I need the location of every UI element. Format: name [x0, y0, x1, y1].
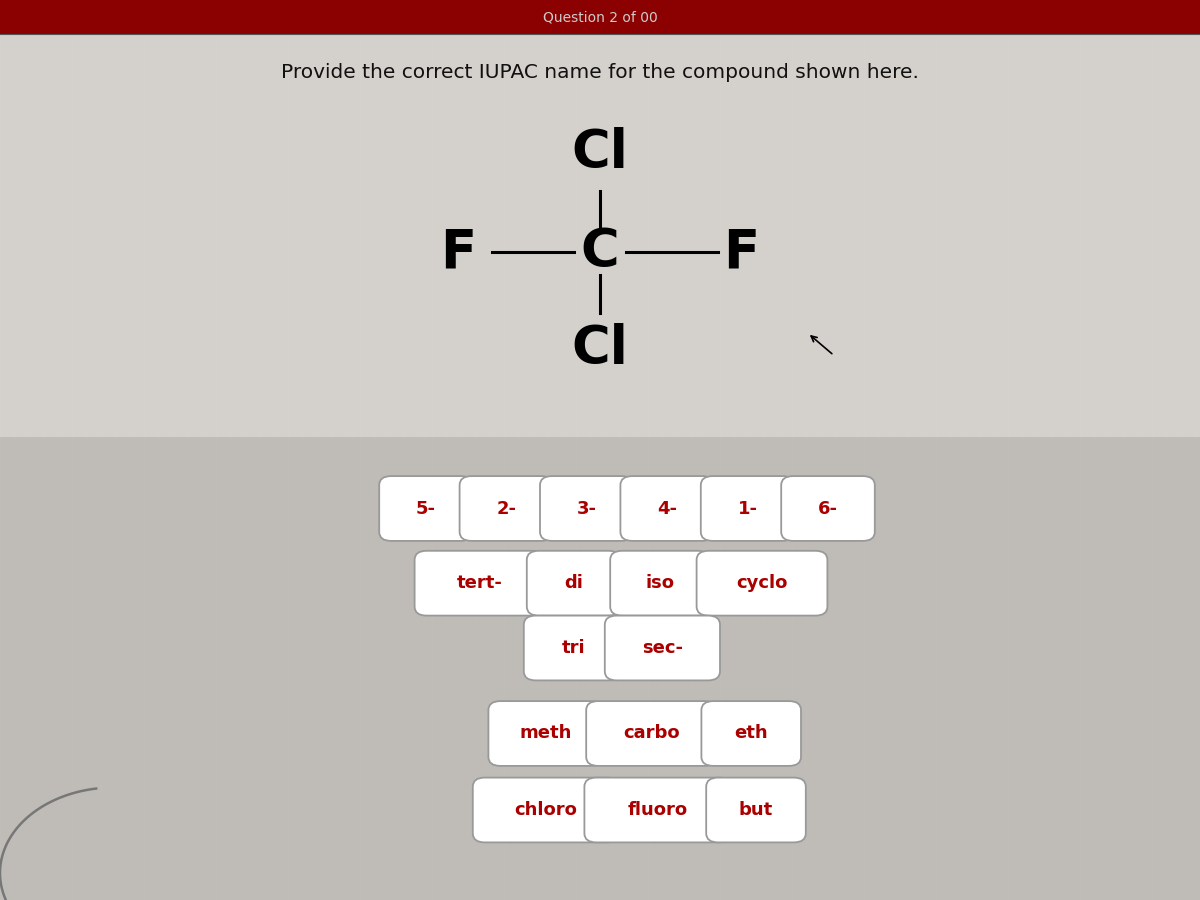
Text: tri: tri [562, 639, 586, 657]
FancyBboxPatch shape [523, 616, 624, 680]
Text: Provide the correct IUPAC name for the compound shown here.: Provide the correct IUPAC name for the c… [281, 62, 919, 82]
Text: F: F [440, 226, 476, 278]
FancyBboxPatch shape [701, 476, 794, 541]
Text: C: C [581, 226, 619, 278]
FancyBboxPatch shape [460, 476, 553, 541]
Text: 3-: 3- [577, 500, 596, 518]
Text: 4-: 4- [658, 500, 677, 518]
Text: Question 2 of 00: Question 2 of 00 [542, 10, 658, 24]
Text: 2-: 2- [497, 500, 516, 518]
Bar [0, 0, 1200, 436]
Text: meth: meth [520, 724, 572, 742]
FancyBboxPatch shape [605, 616, 720, 680]
Text: iso: iso [646, 574, 674, 592]
FancyBboxPatch shape [488, 701, 604, 766]
FancyBboxPatch shape [587, 701, 718, 766]
Text: 1-: 1- [738, 500, 757, 518]
Text: F: F [724, 226, 760, 278]
FancyBboxPatch shape [540, 476, 634, 541]
FancyBboxPatch shape [415, 551, 545, 616]
Text: Cl: Cl [571, 323, 629, 375]
Text: tert-: tert- [457, 574, 503, 592]
FancyBboxPatch shape [706, 778, 806, 842]
Text: Cl: Cl [571, 127, 629, 179]
FancyBboxPatch shape [379, 476, 473, 541]
FancyBboxPatch shape [527, 551, 620, 616]
Bar [0, 436, 1200, 900]
FancyBboxPatch shape [781, 476, 875, 541]
FancyBboxPatch shape [701, 701, 802, 766]
Text: 6-: 6- [818, 500, 838, 518]
FancyBboxPatch shape [473, 778, 619, 842]
Text: but: but [739, 801, 773, 819]
Text: chloro: chloro [515, 801, 577, 819]
FancyBboxPatch shape [620, 476, 714, 541]
FancyBboxPatch shape [696, 551, 828, 616]
Text: 5-: 5- [416, 500, 436, 518]
Bar [0, 0, 1200, 34]
Text: eth: eth [734, 724, 768, 742]
Text: fluoro: fluoro [628, 801, 688, 819]
Text: di: di [564, 574, 583, 592]
FancyBboxPatch shape [611, 551, 710, 616]
Text: sec-: sec- [642, 639, 683, 657]
Text: cyclo: cyclo [737, 574, 787, 592]
FancyBboxPatch shape [584, 778, 731, 842]
Text: carbo: carbo [623, 724, 680, 742]
